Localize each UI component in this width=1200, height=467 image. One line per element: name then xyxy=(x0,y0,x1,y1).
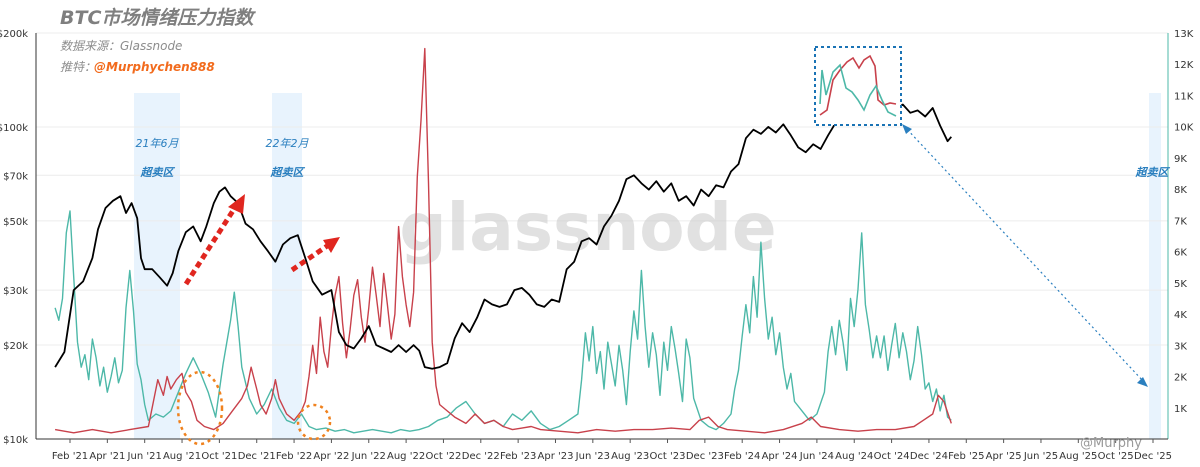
x-tick-label: Aug '21 xyxy=(163,451,201,462)
right-tick-label: 6K xyxy=(1174,248,1187,259)
right-tick-label: 1K xyxy=(1174,404,1187,415)
x-tick-label: Jun '25 xyxy=(1023,451,1058,462)
highlight-ellipse-1 xyxy=(176,370,224,446)
x-tick-label: Apr '21 xyxy=(89,451,125,462)
zone2-oversold-label: 超卖区 xyxy=(270,166,306,179)
x-tick-label: Aug '24 xyxy=(835,451,873,462)
red-arrow-1 xyxy=(183,204,239,286)
zoom-inset-teal-line xyxy=(819,63,897,117)
x-tick-label: Feb '23 xyxy=(500,451,536,462)
zoom-pointer-head-bottom xyxy=(1137,377,1148,387)
oversold-zone-2022 xyxy=(272,93,302,439)
chart-title: BTC市场情绪压力指数 xyxy=(60,7,256,29)
x-tick-label: Aug '25 xyxy=(1059,451,1097,462)
right-tick-label: 2K xyxy=(1174,373,1187,384)
red-arrow-2-head xyxy=(323,237,340,253)
right-tick-label: 3K xyxy=(1174,341,1187,352)
credit: @Murphy xyxy=(1080,436,1142,451)
series-line-2 xyxy=(54,47,952,434)
x-tick-label: Jun '23 xyxy=(575,451,610,462)
twitter-handle: @Murphychen888 xyxy=(94,60,215,74)
zone3-oversold-label: 超卖区 xyxy=(1135,166,1171,179)
x-tick-label: Dec '22 xyxy=(462,451,500,462)
x-tick-label: Apr '22 xyxy=(313,451,349,462)
x-tick-label: Oct '21 xyxy=(201,451,237,462)
right-tick-label: 8K xyxy=(1174,185,1187,196)
x-tick-label: Feb '22 xyxy=(276,451,312,462)
right-tick-label: 5K xyxy=(1174,279,1187,290)
x-tick-label: Jun '24 xyxy=(799,451,834,462)
zoom-pointer xyxy=(903,125,1145,383)
zoom-inset-red-line xyxy=(819,54,897,116)
x-tick-label: Dec '23 xyxy=(686,451,724,462)
zone2-date-label: 22年2月 xyxy=(266,137,310,150)
x-tick-label: Feb '24 xyxy=(724,451,760,462)
right-tick-label: 7K xyxy=(1174,216,1187,227)
twitter-label: 推特： xyxy=(60,60,96,74)
x-tick-label: Jun '22 xyxy=(351,451,386,462)
x-tick-label: Aug '23 xyxy=(611,451,649,462)
zone1-date-label: 21年6月 xyxy=(136,137,180,150)
right-tick-label: 13K xyxy=(1174,29,1194,40)
x-tick-label: Dec '25 xyxy=(1134,451,1172,462)
x-tick-label: Oct '22 xyxy=(425,451,461,462)
x-tick-label: Dec '24 xyxy=(910,451,948,462)
right-tick-label: 4K xyxy=(1174,310,1187,321)
zoom-pointer-head-top xyxy=(902,124,912,134)
source-line: 数据来源：Glassnode xyxy=(60,39,182,53)
watermark: glassnode xyxy=(399,189,776,266)
x-tick-label: Oct '23 xyxy=(650,451,686,462)
zone1-oversold-label: 超卖区 xyxy=(140,166,176,179)
series-line-0 xyxy=(54,103,952,370)
zoom-inset-box xyxy=(814,46,902,126)
right-axis-ticks: 1K 2K 3K 4K 5K 6K 7K 8K 9K 10K 11K 12K 13K xyxy=(1174,29,1194,415)
left-tick-label: $70k xyxy=(3,171,28,182)
x-tick-label: Apr '24 xyxy=(762,451,798,462)
right-tick-label: 12K xyxy=(1174,60,1194,71)
x-tick-label: Oct '24 xyxy=(874,451,910,462)
red-arrow-2 xyxy=(290,241,332,273)
left-tick-label: $30k xyxy=(3,286,28,297)
x-tick-label: Aug '22 xyxy=(387,451,425,462)
x-tick-label: Jun '21 xyxy=(127,451,162,462)
right-tick-label: 9K xyxy=(1174,154,1187,165)
left-axis-ticks: $10k $20k $30k $50k $70k $100k $200k xyxy=(0,29,28,446)
left-tick-label: $20k xyxy=(3,341,28,352)
highlight-ellipse-2 xyxy=(296,403,332,441)
x-tick-label: Apr '23 xyxy=(538,451,574,462)
x-tick-label: Oct '25 xyxy=(1098,451,1134,462)
left-tick-label: $100k xyxy=(0,123,28,134)
x-tick-label: Feb '21 xyxy=(52,451,88,462)
x-tick-label: Apr '25 xyxy=(986,451,1022,462)
left-tick-label: $10k xyxy=(3,435,28,446)
x-tick-label: Dec '21 xyxy=(238,451,276,462)
oversold-zone-2025 xyxy=(1149,93,1161,439)
left-tick-label: $50k xyxy=(3,217,28,228)
left-tick-label: $200k xyxy=(0,29,28,40)
series-lines xyxy=(54,47,952,434)
series-line-1 xyxy=(54,210,952,434)
right-tick-label: 10K xyxy=(1174,123,1194,134)
x-axis-ticks: Feb '21 Apr '21 Jun '21 Aug '21 Oct '21 Dec '… xyxy=(52,439,1172,462)
right-tick-label: 11K xyxy=(1174,91,1194,102)
x-tick-label: Feb '25 xyxy=(948,451,984,462)
red-arrow-1-head xyxy=(228,194,245,214)
